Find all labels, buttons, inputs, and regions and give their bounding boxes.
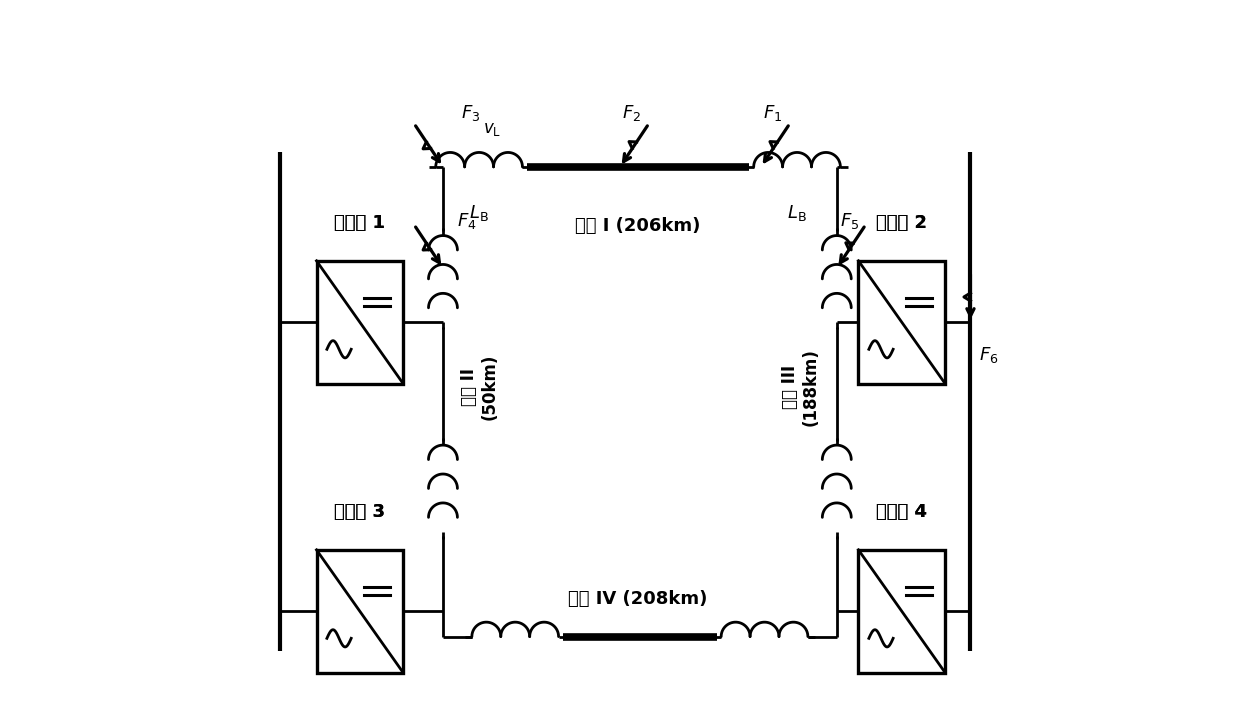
Text: 线路 I (206km): 线路 I (206km) (575, 217, 701, 235)
Text: 换流站 4: 换流站 4 (877, 503, 928, 521)
Text: 线路 II
(50km): 线路 II (50km) (460, 354, 498, 421)
Text: 换流站 2: 换流站 2 (877, 214, 928, 232)
Text: $F_{1}$: $F_{1}$ (763, 103, 782, 122)
Text: $F_{3}$: $F_{3}$ (461, 103, 480, 122)
Text: 换流站 3: 换流站 3 (335, 503, 386, 521)
Text: $L_{\mathrm{B}}$: $L_{\mathrm{B}}$ (469, 203, 489, 223)
Bar (316, 550, 403, 673)
Text: 换流站 3: 换流站 3 (335, 503, 386, 521)
Text: $F_{2}$: $F_{2}$ (622, 103, 641, 122)
Text: 换流站 1: 换流站 1 (335, 214, 386, 232)
Bar (316, 261, 403, 384)
Text: 线路 IV (208km): 线路 IV (208km) (568, 589, 708, 607)
Text: $F_{6}$: $F_{6}$ (980, 345, 998, 365)
Text: 换流站 2: 换流站 2 (877, 214, 928, 232)
Text: $F_{5}$: $F_{5}$ (841, 211, 859, 231)
Text: $F_{4}$: $F_{4}$ (458, 211, 477, 231)
Bar (858, 550, 945, 673)
Text: $L_{\mathrm{B}}$: $L_{\mathrm{B}}$ (787, 203, 807, 223)
Text: 线路 III
(188km): 线路 III (188km) (781, 348, 820, 426)
Text: $v_{\mathrm{L}}$: $v_{\mathrm{L}}$ (482, 120, 501, 138)
Bar (858, 261, 945, 384)
Text: 换流站 4: 换流站 4 (877, 503, 928, 521)
Text: 换流站 1: 换流站 1 (335, 214, 386, 232)
